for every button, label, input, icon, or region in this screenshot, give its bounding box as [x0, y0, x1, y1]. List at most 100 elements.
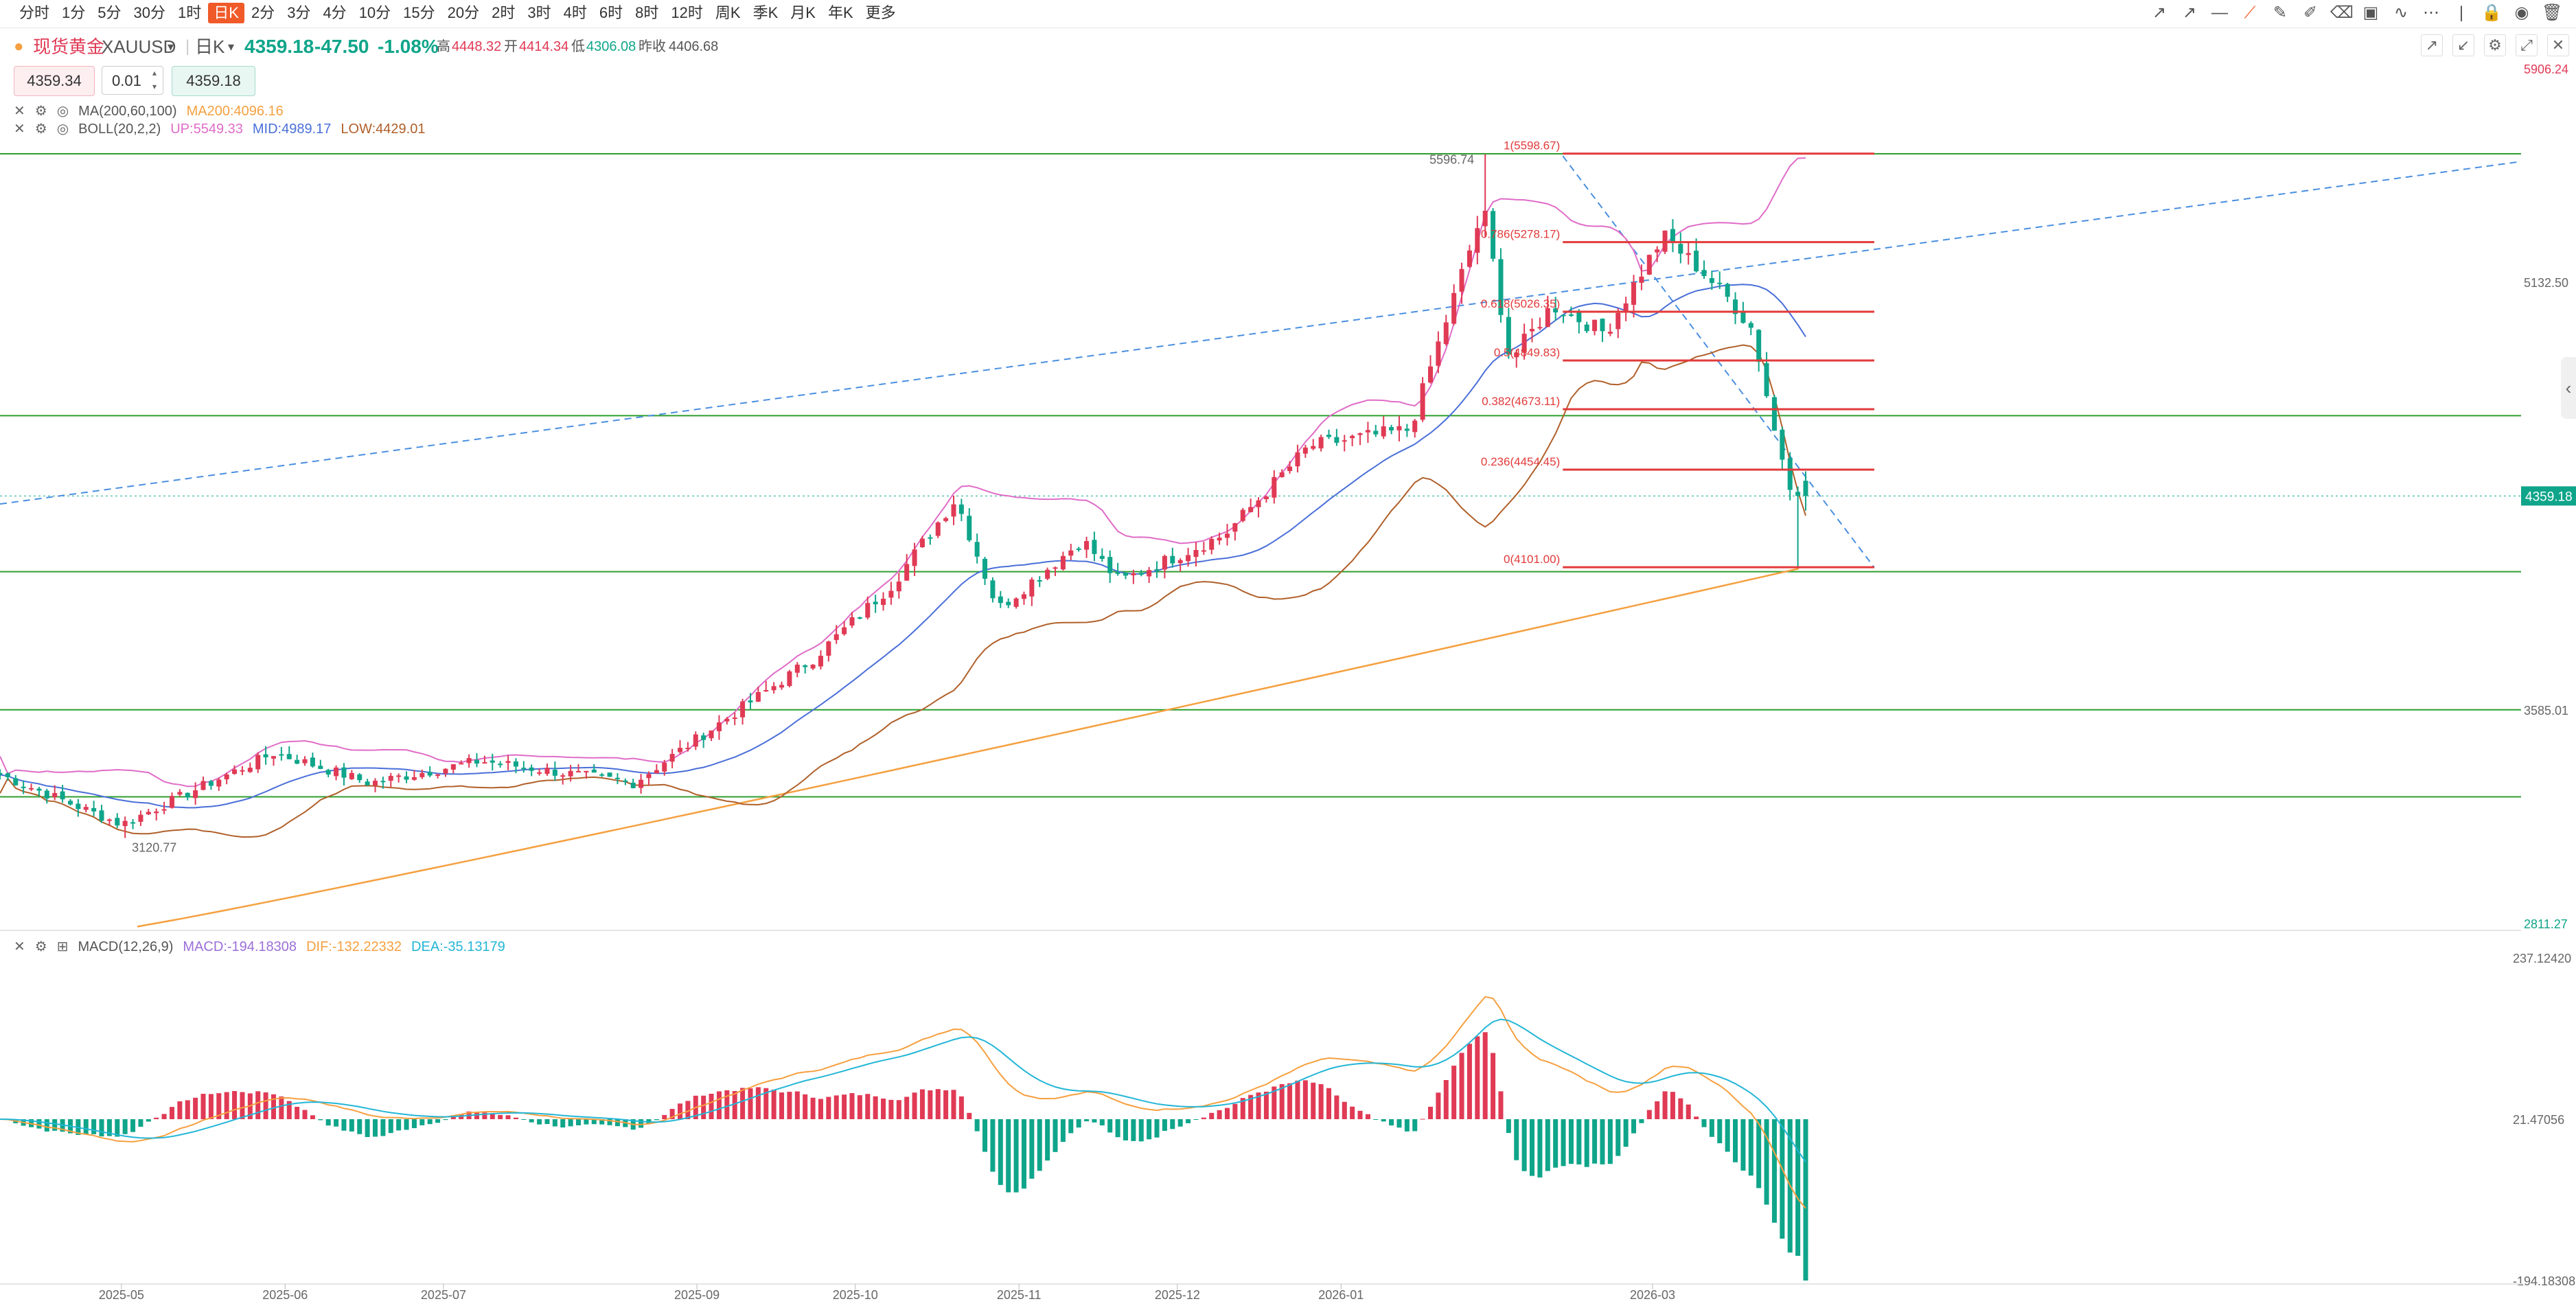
timeframe-13[interactable]: 3时	[527, 4, 551, 21]
dif-value: DIF:-132.22332	[306, 939, 402, 954]
macd-bar	[740, 1088, 746, 1119]
timeframe-22[interactable]: 更多	[865, 4, 896, 21]
candle-body	[873, 601, 878, 605]
boll-label: BOLL(20,2,2)	[78, 122, 161, 137]
timeframe-12[interactable]: 2时	[492, 4, 516, 21]
visible-icon[interactable]: ◉	[2514, 3, 2529, 22]
timeframe-0[interactable]: 分时	[19, 4, 50, 21]
macd-bar	[794, 1091, 800, 1119]
macd-bar	[443, 1119, 448, 1121]
close-icon[interactable]: ✕	[14, 104, 25, 119]
settings-icon[interactable]: ⚙	[34, 939, 47, 954]
arrow-icon[interactable]: ↗	[2152, 3, 2167, 22]
candle-body	[1756, 330, 1762, 362]
candle-body	[1201, 550, 1206, 552]
more-icon[interactable]: ⋯	[2423, 3, 2439, 22]
period-label[interactable]: 日K	[195, 36, 225, 57]
timeframe-3[interactable]: 30分	[133, 4, 165, 21]
candle-body	[263, 754, 268, 757]
timeframe-15[interactable]: 6时	[599, 4, 623, 21]
timeframe-2[interactable]: 5分	[97, 4, 122, 21]
timeframe-20[interactable]: 月K	[790, 4, 816, 21]
candle-body	[537, 772, 542, 774]
image-icon[interactable]: ▣	[2362, 3, 2379, 22]
timeframe-19[interactable]: 季K	[752, 4, 779, 21]
candle-body	[372, 781, 378, 786]
close-icon[interactable]: ✕	[2547, 34, 2569, 56]
symbol-code[interactable]: XAUUSD	[102, 36, 176, 57]
timeframe-21[interactable]: 年K	[827, 4, 853, 21]
candle-body	[1623, 303, 1629, 311]
macd-bar	[1568, 1119, 1574, 1164]
eye-icon[interactable]: ◎	[56, 104, 69, 119]
add-box-icon[interactable]: ⊞	[56, 939, 69, 954]
trash-icon[interactable]: 🗑	[2542, 3, 2563, 22]
collapse-panel-icon[interactable]: ‹	[2561, 357, 2576, 419]
brush-icon[interactable]: ✐	[2303, 3, 2318, 22]
timeframe-16[interactable]: 8时	[635, 4, 659, 21]
candle-body	[1795, 492, 1801, 496]
quantity-stepper[interactable]: 0.01	[102, 66, 163, 95]
timeframe-11[interactable]: 20分	[447, 4, 480, 21]
macd-bar	[1068, 1119, 1074, 1134]
settings-icon[interactable]: ⚙	[34, 122, 47, 137]
candle-body	[1256, 500, 1261, 507]
buy-price-box[interactable]: 4359.18	[172, 66, 255, 96]
candle-body	[185, 792, 190, 798]
candle-body	[646, 774, 652, 779]
candle-body	[1013, 598, 1019, 607]
timeframe-7[interactable]: 3分	[287, 4, 311, 21]
macd-bar	[1107, 1119, 1113, 1133]
timeframe-17[interactable]: 12时	[671, 4, 703, 21]
candle-body	[1272, 477, 1277, 498]
pencil-icon[interactable]: ✎	[2273, 3, 2288, 22]
candle-body	[1396, 426, 1402, 431]
close-icon[interactable]: ✕	[14, 939, 25, 954]
macd-bar	[833, 1095, 839, 1119]
close-icon[interactable]: ✕	[14, 122, 25, 137]
candle-body	[380, 781, 386, 783]
timeframe-8[interactable]: 4分	[323, 4, 347, 21]
macd-bar	[818, 1099, 823, 1119]
macd-bar	[349, 1119, 354, 1132]
candle-body	[1373, 431, 1379, 435]
buy-icon[interactable]: ↙	[2452, 34, 2474, 56]
settings-icon[interactable]: ⚙	[34, 104, 47, 119]
candle-body	[701, 735, 706, 740]
macd-bar	[1436, 1092, 1441, 1119]
candle-body	[310, 757, 315, 767]
timeframe-10[interactable]: 15分	[403, 4, 435, 21]
trend-icon[interactable]: ∿	[2393, 3, 2408, 22]
timeframe-9[interactable]: 10分	[358, 4, 391, 21]
candle-body	[1553, 308, 1559, 313]
macd-bar	[161, 1114, 167, 1119]
candle-body	[122, 821, 128, 827]
eye-icon[interactable]: ◎	[56, 122, 69, 137]
timeframe-4[interactable]: 1时	[178, 4, 202, 21]
period-chevron-icon[interactable]: ▾	[228, 40, 235, 54]
top-toolbar: 分时 1分 5分 30分 1时 日K 2分 3分 4分 10分 15分 20分 2时 3时 4时 6时 8时 12…	[0, 0, 2576, 28]
macd-bar	[662, 1114, 667, 1119]
candle-body	[1771, 397, 1777, 431]
timeframe-1[interactable]: 1分	[62, 4, 86, 21]
timeframe-18[interactable]: 周K	[715, 4, 741, 21]
macd-bar	[295, 1106, 300, 1119]
sell-price-box[interactable]: 4359.34	[14, 66, 95, 96]
lock-icon[interactable]: 🔒	[2481, 3, 2502, 22]
expand-icon[interactable]: ⤢	[2516, 34, 2538, 56]
settings-icon[interactable]: ⚙	[2484, 34, 2506, 56]
candle-body	[1162, 555, 1167, 570]
timeframe-6[interactable]: 2分	[251, 4, 275, 21]
candle-body	[771, 686, 777, 691]
segment-icon[interactable]: ⟋	[2244, 3, 2256, 22]
timeframe-5[interactable]: 日K	[208, 3, 244, 23]
ray-icon[interactable]: ↗	[2182, 3, 2197, 22]
timeframe-14[interactable]: 4时	[563, 4, 587, 21]
eraser-pen-icon[interactable]: ⌫	[2330, 3, 2354, 22]
chevron-down-icon[interactable]: ▾	[168, 40, 174, 54]
horizontal-line-icon[interactable]: —	[2211, 3, 2228, 22]
sell-icon[interactable]: ↗	[2421, 34, 2443, 56]
symbol-name[interactable]: 现货黄金	[33, 36, 105, 57]
stepper-arrows-icon[interactable]: ▴ ▾	[152, 68, 157, 91]
